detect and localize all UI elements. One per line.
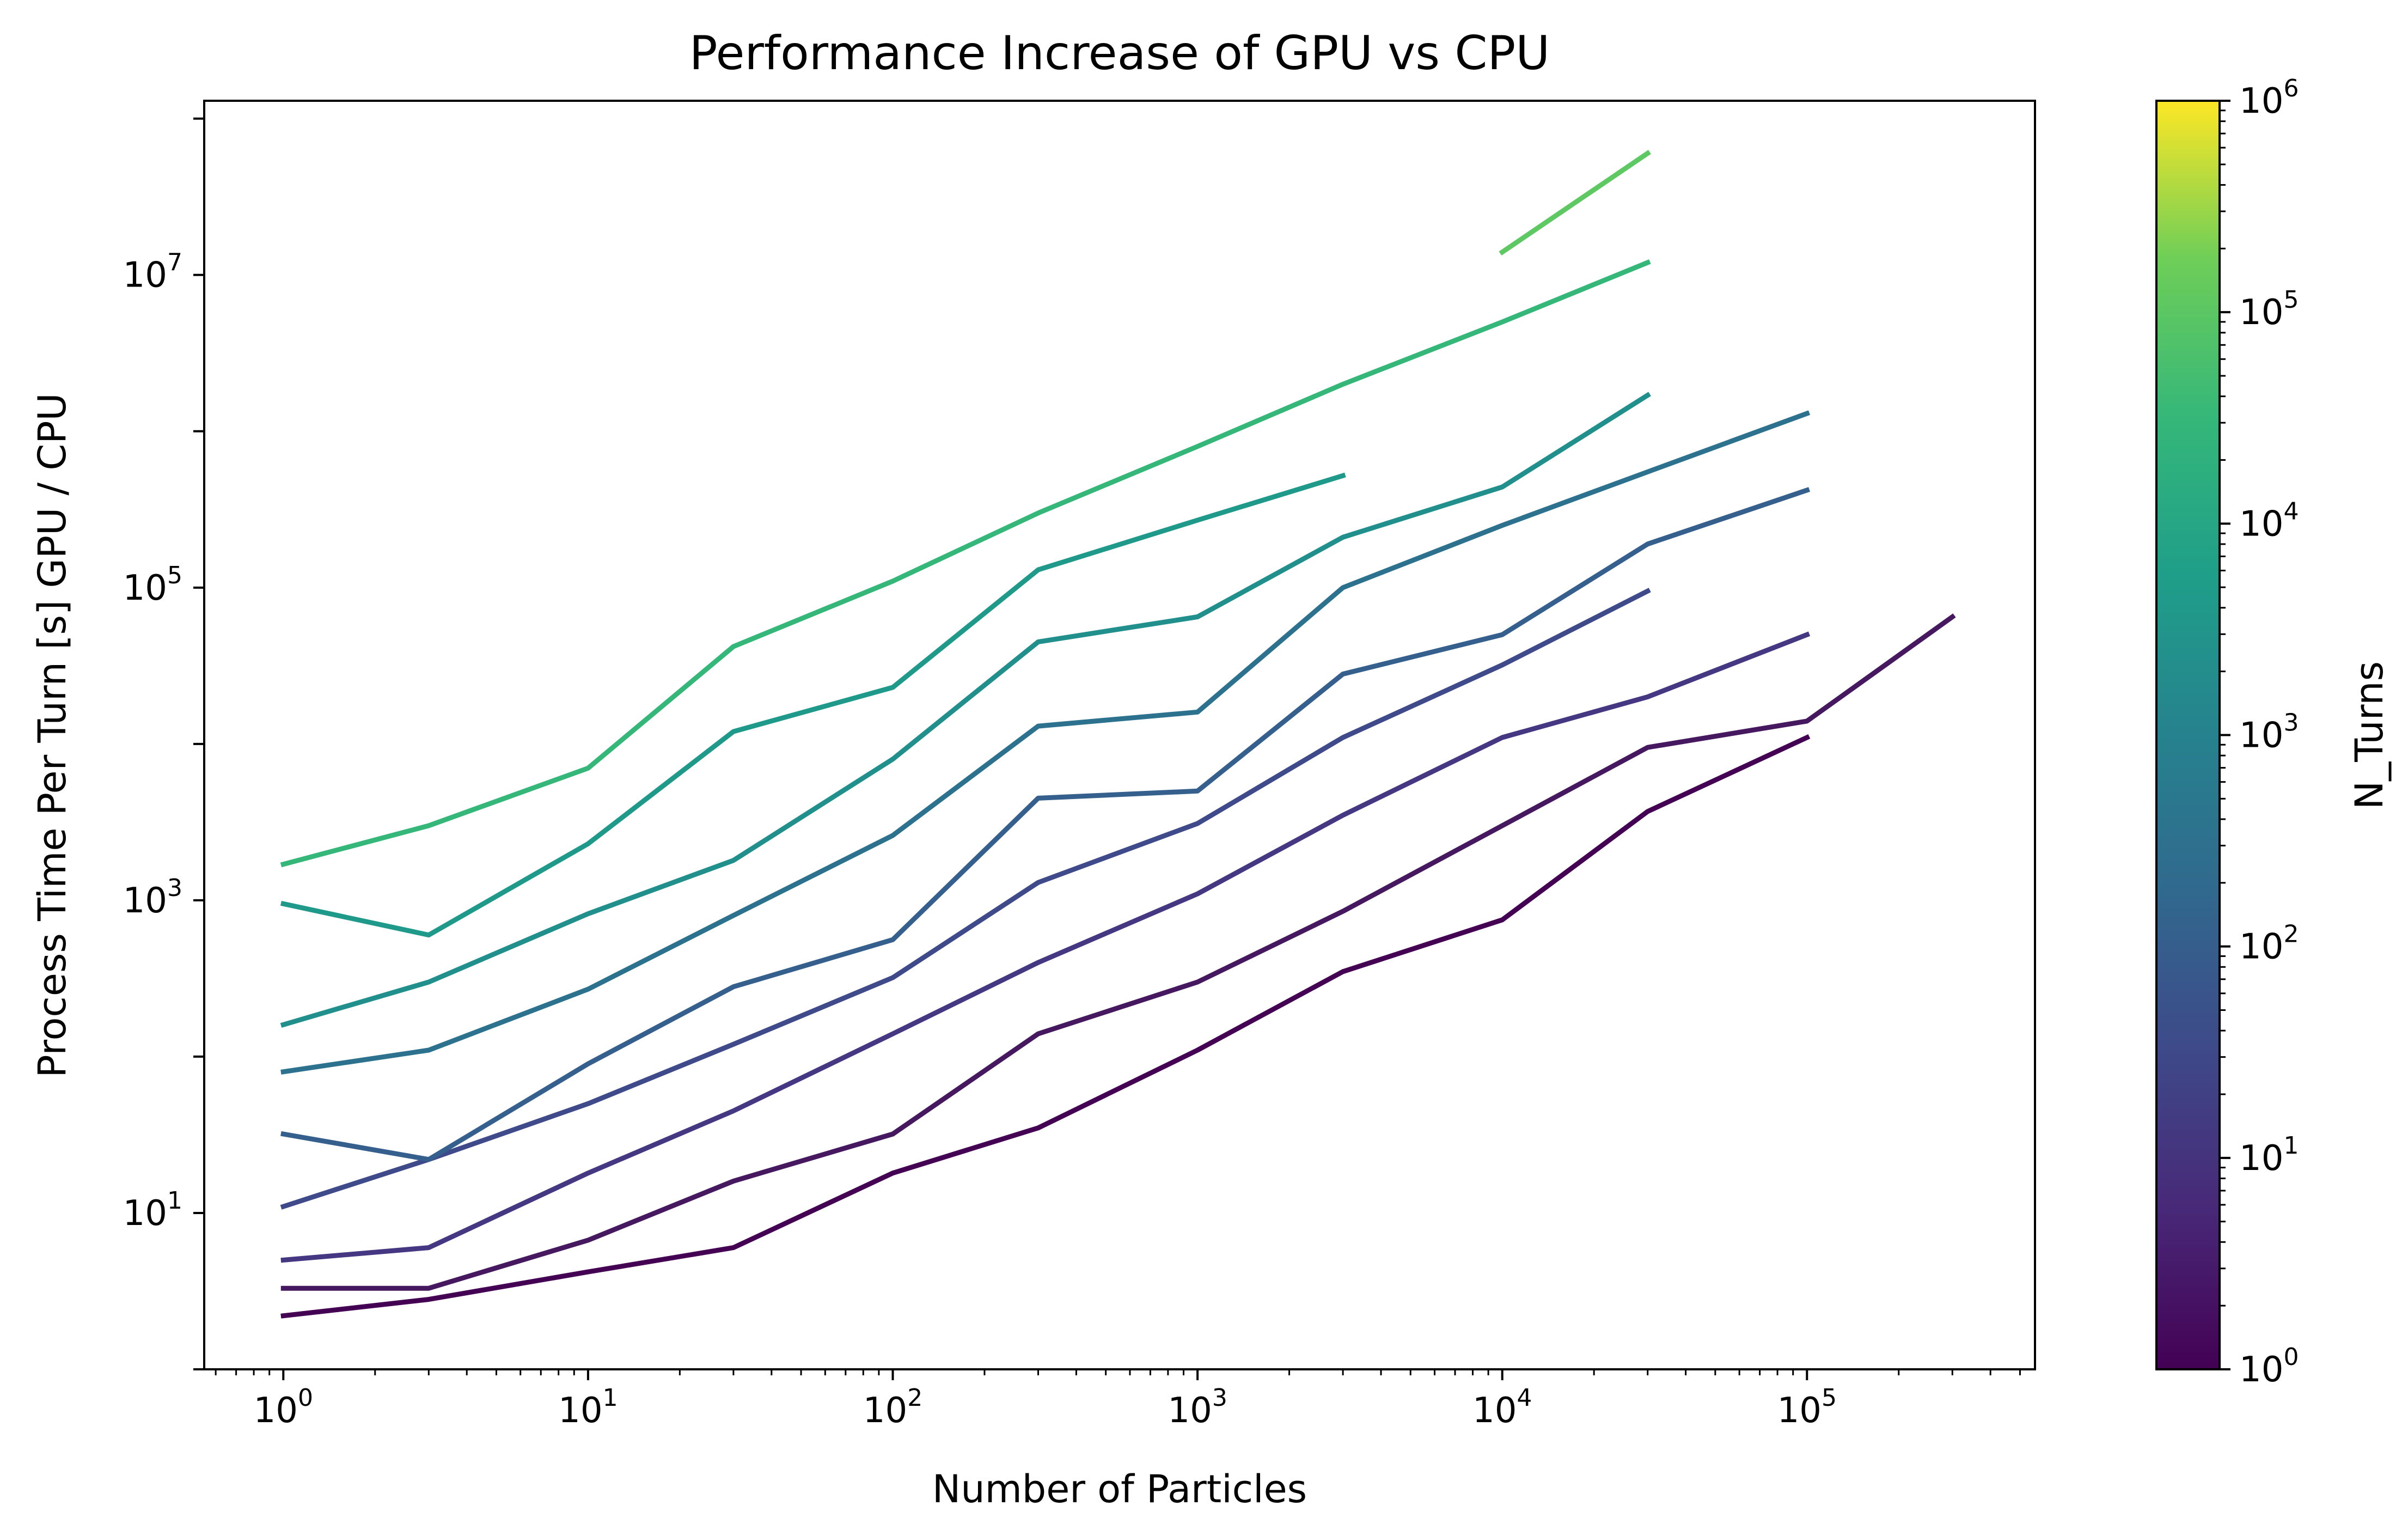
series-line-1	[280, 734, 1811, 1319]
colorbar-gradient	[2155, 100, 2221, 1370]
series-line-3	[280, 631, 1811, 1263]
y-tick-label: 103	[123, 874, 182, 921]
colorbar-tick-label: 106	[2239, 75, 2299, 121]
y-tick-label: 107	[123, 249, 182, 296]
x-tick-label: 104	[1472, 1384, 1532, 1431]
series-line-10	[1499, 150, 1651, 256]
series-line-4	[280, 588, 1651, 1210]
y-tick-label: 101	[123, 1187, 182, 1234]
plot-frame	[203, 100, 2036, 1370]
series-line-7	[280, 392, 1651, 1028]
x-tick-label: 103	[1168, 1384, 1227, 1431]
y-axis-label: Process Time Per Turn [s] GPU / CPU	[30, 393, 75, 1077]
x-tick-label: 102	[863, 1384, 922, 1431]
chart-title: Performance Increase of GPU vs CPU	[689, 26, 1550, 81]
colorbar-tick-label: 101	[2239, 1132, 2299, 1179]
x-axis-ticks: 100 101 102 103 104 105	[215, 1369, 2021, 1431]
series-line-5	[280, 487, 1811, 1162]
x-tick-label: 105	[1777, 1384, 1837, 1431]
colorbar-label: N_Turns	[2347, 661, 2392, 809]
y-axis-ticks: 101 103 105 107	[123, 117, 204, 1370]
colorbar-tick-label: 100	[2239, 1343, 2299, 1390]
series-line-2	[280, 613, 1956, 1291]
series-line-6	[280, 410, 1811, 1075]
x-axis-label: Number of Particles	[932, 1467, 1307, 1511]
x-tick-label: 101	[558, 1384, 618, 1431]
colorbar-tick-label: 102	[2239, 921, 2299, 967]
x-tick-label: 100	[254, 1384, 313, 1431]
colorbar-tick-label: 103	[2239, 709, 2299, 756]
colorbar-ticks: 100 101 102 103 104 105 106	[2220, 75, 2299, 1390]
colorbar-tick-label: 105	[2239, 286, 2299, 333]
series-layer	[280, 150, 1956, 1319]
series-line-8	[280, 472, 1346, 938]
colorbar-tick-label: 104	[2239, 497, 2299, 544]
y-tick-label: 105	[123, 562, 182, 608]
colorbar: 100 101 102 103 104 105 106 N_Turns	[2155, 75, 2392, 1390]
series-line-9	[280, 259, 1651, 868]
